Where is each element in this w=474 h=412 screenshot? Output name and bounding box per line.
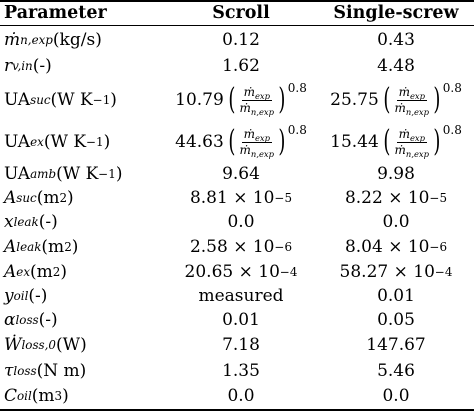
table-row: ṁ n,exp (kg/s) 0.12 0.43 <box>0 27 474 53</box>
param-x-leak: x leak (-) <box>4 212 58 232</box>
param-mdot-n-exp: ṁ n,exp (kg/s) <box>4 30 102 50</box>
scroll-value: 0.01 <box>222 310 260 330</box>
single-screw-value: 8.04 × 10 −6 <box>344 236 448 257</box>
param-y-oil: y oil (-) <box>4 286 48 306</box>
scroll-value: 1.35 <box>222 360 260 381</box>
scroll-value: 8.81 × 10 −5 <box>189 187 293 208</box>
param-ua-ex: UA ex (W K −1) <box>4 132 111 152</box>
scroll-value: 7.18 <box>222 335 260 355</box>
single-screw-value: 0.0 <box>382 212 410 232</box>
header-parameter: Parameter <box>4 3 107 23</box>
single-screw-value: 9.98 <box>377 164 415 184</box>
single-screw-value: 0.05 <box>377 310 415 330</box>
single-screw-value: 15.44 ( ṁexp ṁn,exp ) 0.8 <box>330 123 462 159</box>
scroll-value: measured <box>198 286 284 306</box>
single-screw-value: 0.01 <box>377 286 415 306</box>
single-screw-value: 4.48 <box>377 56 415 76</box>
top-rule <box>0 0 474 2</box>
header-rule <box>0 25 474 26</box>
single-screw-value: 5.46 <box>377 360 415 381</box>
scroll-value: 1.62 <box>222 56 260 76</box>
header-scroll: Scroll <box>212 3 270 23</box>
scroll-value: 20.65 × 10 −4 <box>184 261 298 282</box>
table-header-row: Parameter Scroll Single-screw <box>0 1 474 25</box>
scroll-value: 9.64 <box>222 164 260 184</box>
param-ua-amb: UA amb (W K −1) <box>4 164 123 184</box>
table-row: x leak (-) 0.0 0.0 <box>0 210 474 234</box>
scroll-value: 0.0 <box>227 385 255 406</box>
single-screw-value: 58.27 × 10 −4 <box>339 261 453 282</box>
table-row: UA amb (W K −1) 9.64 9.98 <box>0 163 474 185</box>
table-row: α loss (-) 0.01 0.05 <box>0 308 474 332</box>
scroll-value: 0.0 <box>227 212 255 232</box>
scroll-value: 10.79 ( ṁexp ṁn,exp ) 0.8 <box>175 81 307 117</box>
param-r-v-in: r v,in (-) <box>4 56 52 76</box>
table-row: τ loss (N m) 1.35 5.46 <box>0 358 474 383</box>
param-tau-loss: τ loss (N m) <box>4 360 87 381</box>
bottom-rule <box>0 409 474 411</box>
table-row: UA ex (W K −1) 44.63 ( ṁexp ṁn,exp ) 0.8 15… <box>0 121 474 163</box>
header-single-screw: Single-screw <box>333 3 459 23</box>
scroll-value: 44.63 ( ṁexp ṁn,exp ) 0.8 <box>175 123 307 159</box>
single-screw-value: 147.67 <box>366 335 426 355</box>
single-screw-value: 0.0 <box>382 385 410 406</box>
table-row: UA suc (W K −1) 10.79 ( ṁexp ṁn,exp ) 0.8 2… <box>0 79 474 121</box>
table-row: r v,in (-) 1.62 4.48 <box>0 53 474 79</box>
single-screw-value: 8.22 × 10 −5 <box>344 187 448 208</box>
scroll-value: 0.12 <box>222 30 260 50</box>
param-alpha-loss: α loss (-) <box>4 310 58 330</box>
scroll-value: 2.58 × 10 −6 <box>189 236 293 257</box>
single-screw-value: 0.43 <box>377 30 415 50</box>
table-row: y oil (-) measured 0.01 <box>0 284 474 308</box>
param-ua-suc: UA suc (W K −1) <box>4 90 117 110</box>
single-screw-value: 25.75 ( ṁexp ṁn,exp ) 0.8 <box>330 81 462 117</box>
